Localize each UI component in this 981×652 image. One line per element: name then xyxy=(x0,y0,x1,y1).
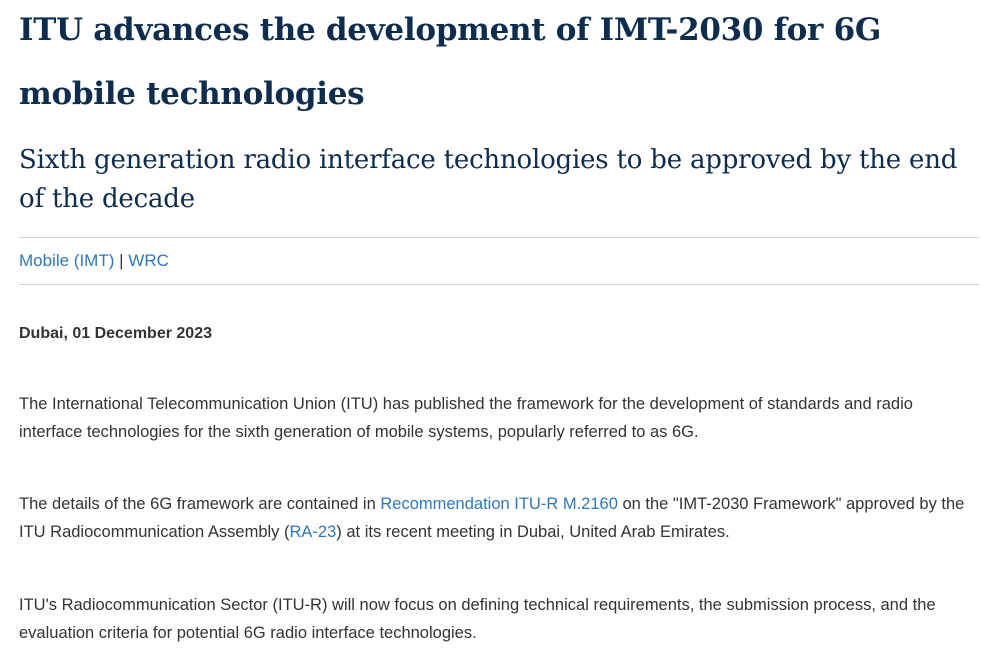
tag-separator: | xyxy=(119,251,124,270)
dateline: Dubai, 01 December 2023 xyxy=(19,325,212,342)
recommendation-m2160-link[interactable]: Recommendation ITU-R M.2160 xyxy=(380,495,618,513)
paragraph-2-text-b: on the "IMT-2030 Framework" approved by … xyxy=(19,495,965,541)
article-subtitle: Sixth generation radio interface technol… xyxy=(19,145,958,214)
ra-23-link[interactable]: RA-23 xyxy=(289,523,337,541)
article-headline: ITU advances the development of IMT-2030… xyxy=(19,12,882,112)
paragraph-2: The details of the 6G framework are cont… xyxy=(19,490,979,546)
paragraph-1: The International Telecommunication Unio… xyxy=(19,395,913,441)
tag-list: Mobile (IMT) | WRC xyxy=(19,238,979,284)
tags-top-divider xyxy=(19,237,979,238)
paragraph-2-text-c: ) at its recent meeting in Dubai, United… xyxy=(336,523,730,541)
tag-link-mobile-imt[interactable]: Mobile (IMT) xyxy=(19,251,115,270)
paragraph-2-text-a: The details of the 6G framework are cont… xyxy=(19,495,381,513)
paragraph-3: ITU's Radiocommunication Sector (ITU-R) … xyxy=(19,596,936,642)
tags-bottom-divider xyxy=(19,284,979,285)
tag-link-wrc[interactable]: WRC xyxy=(128,251,169,270)
article: ITU advances the development of IMT-2030… xyxy=(19,0,979,647)
